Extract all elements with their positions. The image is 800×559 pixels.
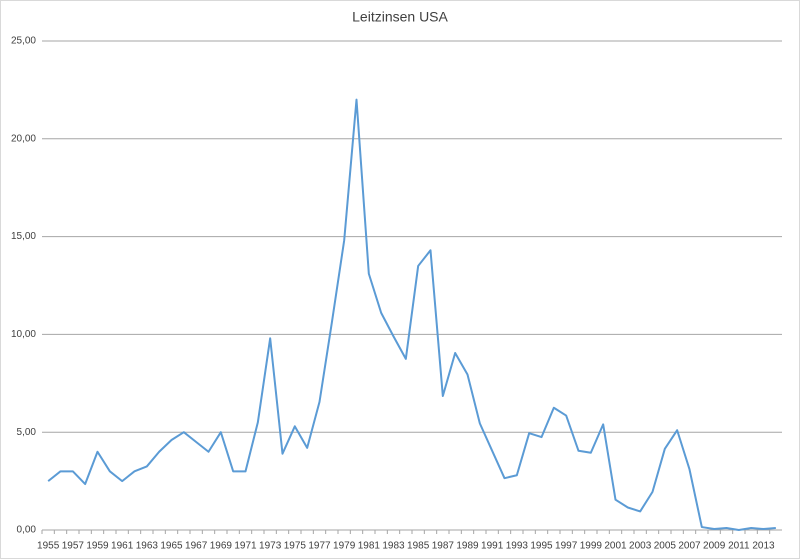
x-tick-label: 2009 — [703, 541, 726, 552]
x-tick-label: 1999 — [580, 541, 603, 552]
x-tick-label: 1961 — [111, 541, 134, 552]
y-tick-label: 25,00 — [11, 36, 36, 47]
x-tick-label: 1969 — [210, 541, 233, 552]
x-tick-label: 1995 — [530, 541, 553, 552]
x-tick-label: 1975 — [284, 541, 307, 552]
line-series — [47, 98, 776, 531]
x-tick-label: 1991 — [481, 541, 504, 552]
x-tick-label: 1987 — [432, 541, 455, 552]
x-tick-label: 1989 — [456, 541, 479, 552]
x-tick-label: 1981 — [358, 541, 381, 552]
y-tick-label: 15,00 — [11, 231, 36, 242]
x-tick-label: 1997 — [555, 541, 578, 552]
y-tick-label: 20,00 — [11, 133, 36, 144]
x-tick-label: 1963 — [136, 541, 159, 552]
x-tick-label: 2001 — [604, 541, 627, 552]
x-tick-label: 1977 — [308, 541, 331, 552]
x-tick-label: 1971 — [234, 541, 257, 552]
x-tick-label: 1957 — [62, 541, 85, 552]
y-tick-label: 0,00 — [17, 525, 37, 536]
x-tick-label: 1967 — [185, 541, 208, 552]
x-tick-label: 1959 — [86, 541, 109, 552]
x-tick-label: 1979 — [333, 541, 356, 552]
y-tick-label: 10,00 — [11, 329, 36, 340]
x-tick-label: 2013 — [752, 541, 775, 552]
x-tick-label: 1985 — [407, 541, 430, 552]
x-tick-label: 1965 — [160, 541, 183, 552]
x-tick-label: 2007 — [678, 541, 701, 552]
x-tick-label: 1993 — [506, 541, 529, 552]
x-tick-label: 1955 — [37, 541, 60, 552]
x-tick-label: 2005 — [654, 541, 677, 552]
y-tick-label: 5,00 — [17, 427, 37, 438]
x-tick-label: 1983 — [382, 541, 405, 552]
x-tick-label: 1973 — [259, 541, 282, 552]
x-tick-label: 2011 — [728, 541, 750, 552]
x-tick-label: 2003 — [629, 541, 652, 552]
chart-title: Leitzinsen USA — [352, 9, 448, 25]
